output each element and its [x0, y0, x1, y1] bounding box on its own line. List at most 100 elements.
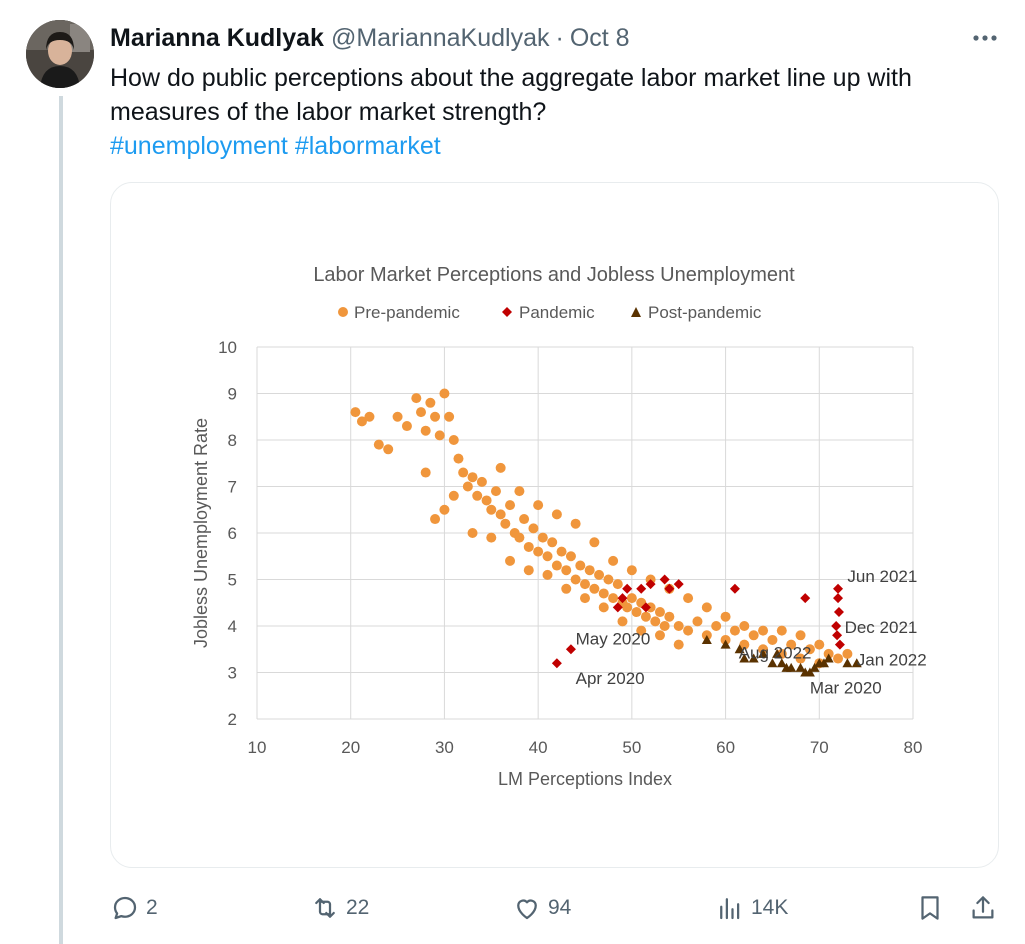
tweet-text-line1: How do public perceptions about the aggr… — [110, 64, 912, 92]
point-pre-pandemic — [640, 611, 651, 622]
y-tick-label: 3 — [228, 664, 237, 683]
point-pre-pandemic — [462, 481, 473, 492]
user-handle[interactable]: @MariannaKudlyak — [330, 23, 550, 52]
x-tick-label: 30 — [435, 738, 454, 757]
point-pre-pandemic — [519, 514, 530, 525]
point-pre-pandemic — [364, 411, 375, 422]
y-tick-label: 8 — [228, 431, 237, 450]
point-pre-pandemic — [842, 648, 853, 659]
more-button[interactable] — [967, 22, 1003, 54]
media-card[interactable]: Labor Market Perceptions and Jobless Une… — [110, 182, 999, 868]
point-pre-pandemic — [659, 621, 670, 631]
x-tick-label: 80 — [904, 738, 923, 757]
x-tick-label: 70 — [810, 738, 829, 757]
point-pandemic — [831, 621, 842, 631]
chart-title: Labor Market Perceptions and Jobless Une… — [313, 264, 795, 286]
point-pandemic — [640, 602, 651, 613]
point-pre-pandemic — [420, 467, 431, 478]
point-pre-pandemic — [664, 611, 675, 622]
point-pre-pandemic — [795, 653, 806, 664]
point-pre-pandemic — [401, 421, 412, 432]
chart-annotations: Jun 2021 Dec 2021 Jan 2022 Mar 2020 Aug 2022… — [576, 567, 927, 698]
point-pre-pandemic — [472, 490, 483, 501]
display-name[interactable]: Marianna Kudlyak — [110, 23, 324, 52]
retweet-count: 22 — [346, 896, 370, 919]
point-post-pandemic — [772, 648, 783, 658]
point-pre-pandemic — [608, 555, 619, 566]
x-axis-label: LM Perceptions Index — [498, 769, 672, 789]
hashtag-link[interactable]: #unemployment — [110, 132, 288, 160]
point-pre-pandemic — [603, 574, 614, 585]
point-pre-pandemic — [748, 630, 759, 641]
point-pre-pandemic — [448, 435, 459, 445]
point-pandemic — [833, 607, 844, 618]
x-tick-label: 50 — [622, 738, 641, 757]
point-pre-pandemic — [439, 504, 450, 515]
views-button[interactable]: 14K — [715, 884, 788, 932]
reply-button[interactable]: 2 — [110, 884, 158, 932]
point-pre-pandemic — [500, 518, 511, 529]
point-pre-pandemic — [739, 639, 750, 650]
hashtag-link[interactable]: #labormarket — [294, 132, 441, 160]
point-pre-pandemic — [636, 625, 647, 636]
x-tick-label: 40 — [529, 738, 548, 757]
point-pre-pandemic — [453, 453, 464, 464]
point-pre-pandemic — [392, 411, 403, 422]
point-pre-pandemic — [505, 500, 516, 511]
point-pre-pandemic — [626, 565, 637, 576]
like-button[interactable]: 94 — [512, 884, 571, 932]
bookmark-button[interactable] — [915, 884, 951, 932]
point-pandemic — [833, 583, 844, 594]
y-tick-label: 4 — [228, 617, 237, 636]
y-tick-label: 5 — [228, 571, 237, 590]
point-pandemic — [834, 639, 845, 650]
thread-line — [59, 96, 63, 944]
retweet-button[interactable]: 22 — [310, 884, 369, 932]
point-pre-pandemic — [570, 518, 581, 529]
point-pre-pandemic — [523, 541, 534, 552]
tweet-date[interactable]: Oct 8 — [569, 23, 630, 52]
point-pre-pandemic — [444, 411, 455, 422]
point-pre-pandemic — [612, 579, 623, 590]
bookmark-icon — [921, 896, 939, 920]
share-button[interactable] — [968, 884, 1004, 932]
reply-count: 2 — [146, 896, 158, 919]
point-pre-pandemic — [580, 579, 590, 590]
legend-label-pre-pandemic: Pre-pandemic — [354, 303, 460, 322]
point-pre-pandemic — [514, 532, 525, 543]
point-pandemic — [622, 583, 633, 594]
point-post-pandemic — [823, 653, 834, 663]
x-tick-label: 10 — [248, 738, 267, 757]
point-post-pandemic — [786, 662, 797, 672]
point-pre-pandemic — [795, 630, 806, 641]
point-pre-pandemic — [486, 532, 497, 543]
y-axis-label: Jobless Unemployment Rate — [191, 418, 211, 648]
chart-annotation: May 2020 — [576, 630, 651, 649]
point-pre-pandemic — [617, 616, 628, 627]
point-pre-pandemic — [551, 509, 562, 520]
chart-annotation: Apr 2020 — [576, 669, 645, 688]
point-pre-pandemic — [701, 602, 712, 613]
point-pre-pandemic — [804, 644, 815, 655]
point-post-pandemic — [842, 658, 853, 668]
point-pre-pandemic — [547, 537, 558, 548]
point-pre-pandemic — [584, 565, 595, 576]
point-pre-pandemic — [533, 546, 544, 557]
reply-icon — [113, 896, 137, 920]
point-pandemic — [645, 579, 656, 590]
legend-marker-pre-pandemic — [338, 307, 348, 317]
point-pandemic — [612, 602, 623, 613]
point-pre-pandemic — [430, 514, 441, 525]
point-pre-pandemic — [598, 588, 609, 599]
point-pre-pandemic — [570, 574, 581, 585]
point-pre-pandemic — [458, 467, 469, 478]
point-post-pandemic — [795, 662, 806, 672]
y-tick-label: 6 — [228, 524, 237, 543]
tweet-header: Marianna Kudlyak @MariannaKudlyak · Oct … — [110, 22, 630, 54]
point-post-pandemic — [748, 653, 759, 663]
point-pandemic — [565, 644, 576, 655]
point-post-pandemic — [776, 658, 787, 668]
point-pandemic — [833, 593, 844, 604]
avatar[interactable] — [26, 20, 94, 88]
point-post-pandemic — [804, 667, 815, 677]
